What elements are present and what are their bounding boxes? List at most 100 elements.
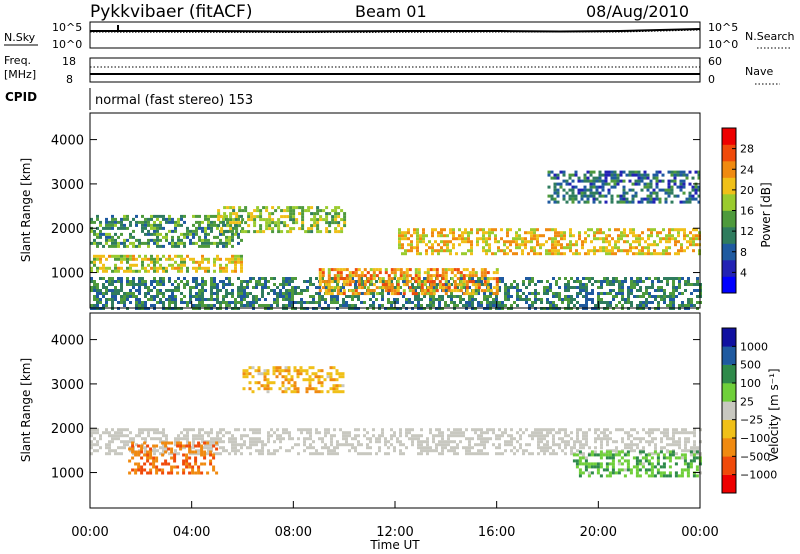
power-cell (468, 277, 471, 280)
power-cell (606, 277, 609, 280)
power-cell (306, 301, 309, 304)
power-cell (183, 214, 186, 218)
power-cell (162, 235, 165, 239)
power-cell (171, 241, 174, 245)
power-cell (655, 179, 659, 183)
power-cell (141, 229, 144, 233)
velocity-cell (597, 434, 600, 438)
power-cell (420, 280, 423, 283)
velocity-cell (534, 434, 537, 438)
power-cell (661, 179, 665, 183)
power-cell (327, 271, 331, 275)
velocity-cell (513, 437, 516, 441)
power-cell (477, 283, 481, 287)
power-cell (183, 244, 186, 248)
power-cell (369, 298, 372, 301)
power-cell (298, 206, 302, 210)
power-cell (256, 215, 260, 219)
power-cell (93, 220, 96, 224)
power-cell (138, 280, 141, 283)
power-cell (318, 298, 321, 301)
velocity-cell (210, 443, 213, 447)
power-cell (452, 234, 455, 238)
velocity-cell (338, 384, 342, 388)
power-cell (153, 226, 156, 230)
velocity-cell (152, 465, 156, 469)
velocity-cell (200, 453, 204, 457)
power-cell (150, 280, 153, 283)
velocity-cell (675, 431, 678, 435)
power-cell (162, 304, 165, 307)
power-cell (253, 224, 257, 228)
velocity-cell (453, 449, 456, 453)
velocity-cell (297, 428, 300, 432)
power-cell (678, 283, 681, 286)
power-cell (576, 286, 579, 289)
velocity-cell (528, 443, 531, 447)
power-cell (402, 271, 406, 275)
power-cell (129, 292, 132, 295)
power-cell (648, 286, 651, 289)
power-cell (557, 231, 560, 235)
power-cell (387, 298, 390, 301)
power-cell (689, 240, 692, 244)
power-cell (691, 185, 695, 189)
velocity-cell (105, 428, 108, 432)
power-cell (330, 280, 334, 284)
power-cell (237, 260, 240, 264)
power-cell (201, 298, 204, 301)
velocity-cell (405, 434, 408, 438)
power-cell (93, 298, 96, 301)
power-cell (428, 246, 431, 250)
power-cell (307, 209, 311, 213)
power-cell (237, 277, 240, 280)
power-cell (595, 188, 599, 192)
power-cell (225, 266, 228, 270)
power-cell (96, 301, 99, 304)
power-cell (123, 241, 126, 245)
power-cell (195, 292, 198, 295)
power-cell (135, 283, 138, 286)
power-cell (459, 277, 462, 280)
power-cell (343, 215, 347, 219)
power-cell (198, 235, 201, 239)
velocity-cell (261, 452, 264, 456)
power-cell (604, 176, 608, 180)
velocity-cell (537, 431, 540, 435)
power-cell (408, 301, 411, 304)
velocity-cell (278, 369, 282, 373)
power-cell (309, 301, 312, 304)
power-cell (600, 301, 603, 304)
power-cell (630, 280, 633, 283)
power-cell (159, 266, 162, 270)
power-cell (325, 215, 329, 219)
velocity-cell (314, 390, 318, 394)
velocity-cell (90, 431, 93, 435)
power-cell (562, 170, 566, 174)
velocity-cell (417, 443, 420, 447)
velocity-cell (179, 441, 183, 445)
power-cell (256, 230, 260, 234)
power-cell (219, 301, 222, 304)
power-cell (482, 249, 485, 253)
velocity-cell (605, 474, 609, 478)
velocity-cell (242, 372, 246, 376)
power-cell (656, 231, 659, 235)
power-cell (557, 240, 560, 244)
power-cell (132, 286, 135, 289)
power-cell (138, 269, 141, 273)
power-cell (572, 234, 575, 238)
power-cell (569, 231, 572, 235)
velocity-cell (234, 443, 237, 447)
power-cell (207, 232, 210, 236)
velocity-cell (635, 474, 639, 478)
power-cell (102, 254, 105, 258)
power-cell (259, 209, 263, 213)
velocity-cell (678, 443, 681, 447)
power-cell (602, 249, 605, 253)
velocity-cell (317, 369, 321, 373)
power-cell (693, 304, 696, 307)
velocity-cell (636, 446, 639, 450)
power-cell (99, 232, 102, 236)
velocity-cell (680, 456, 684, 460)
